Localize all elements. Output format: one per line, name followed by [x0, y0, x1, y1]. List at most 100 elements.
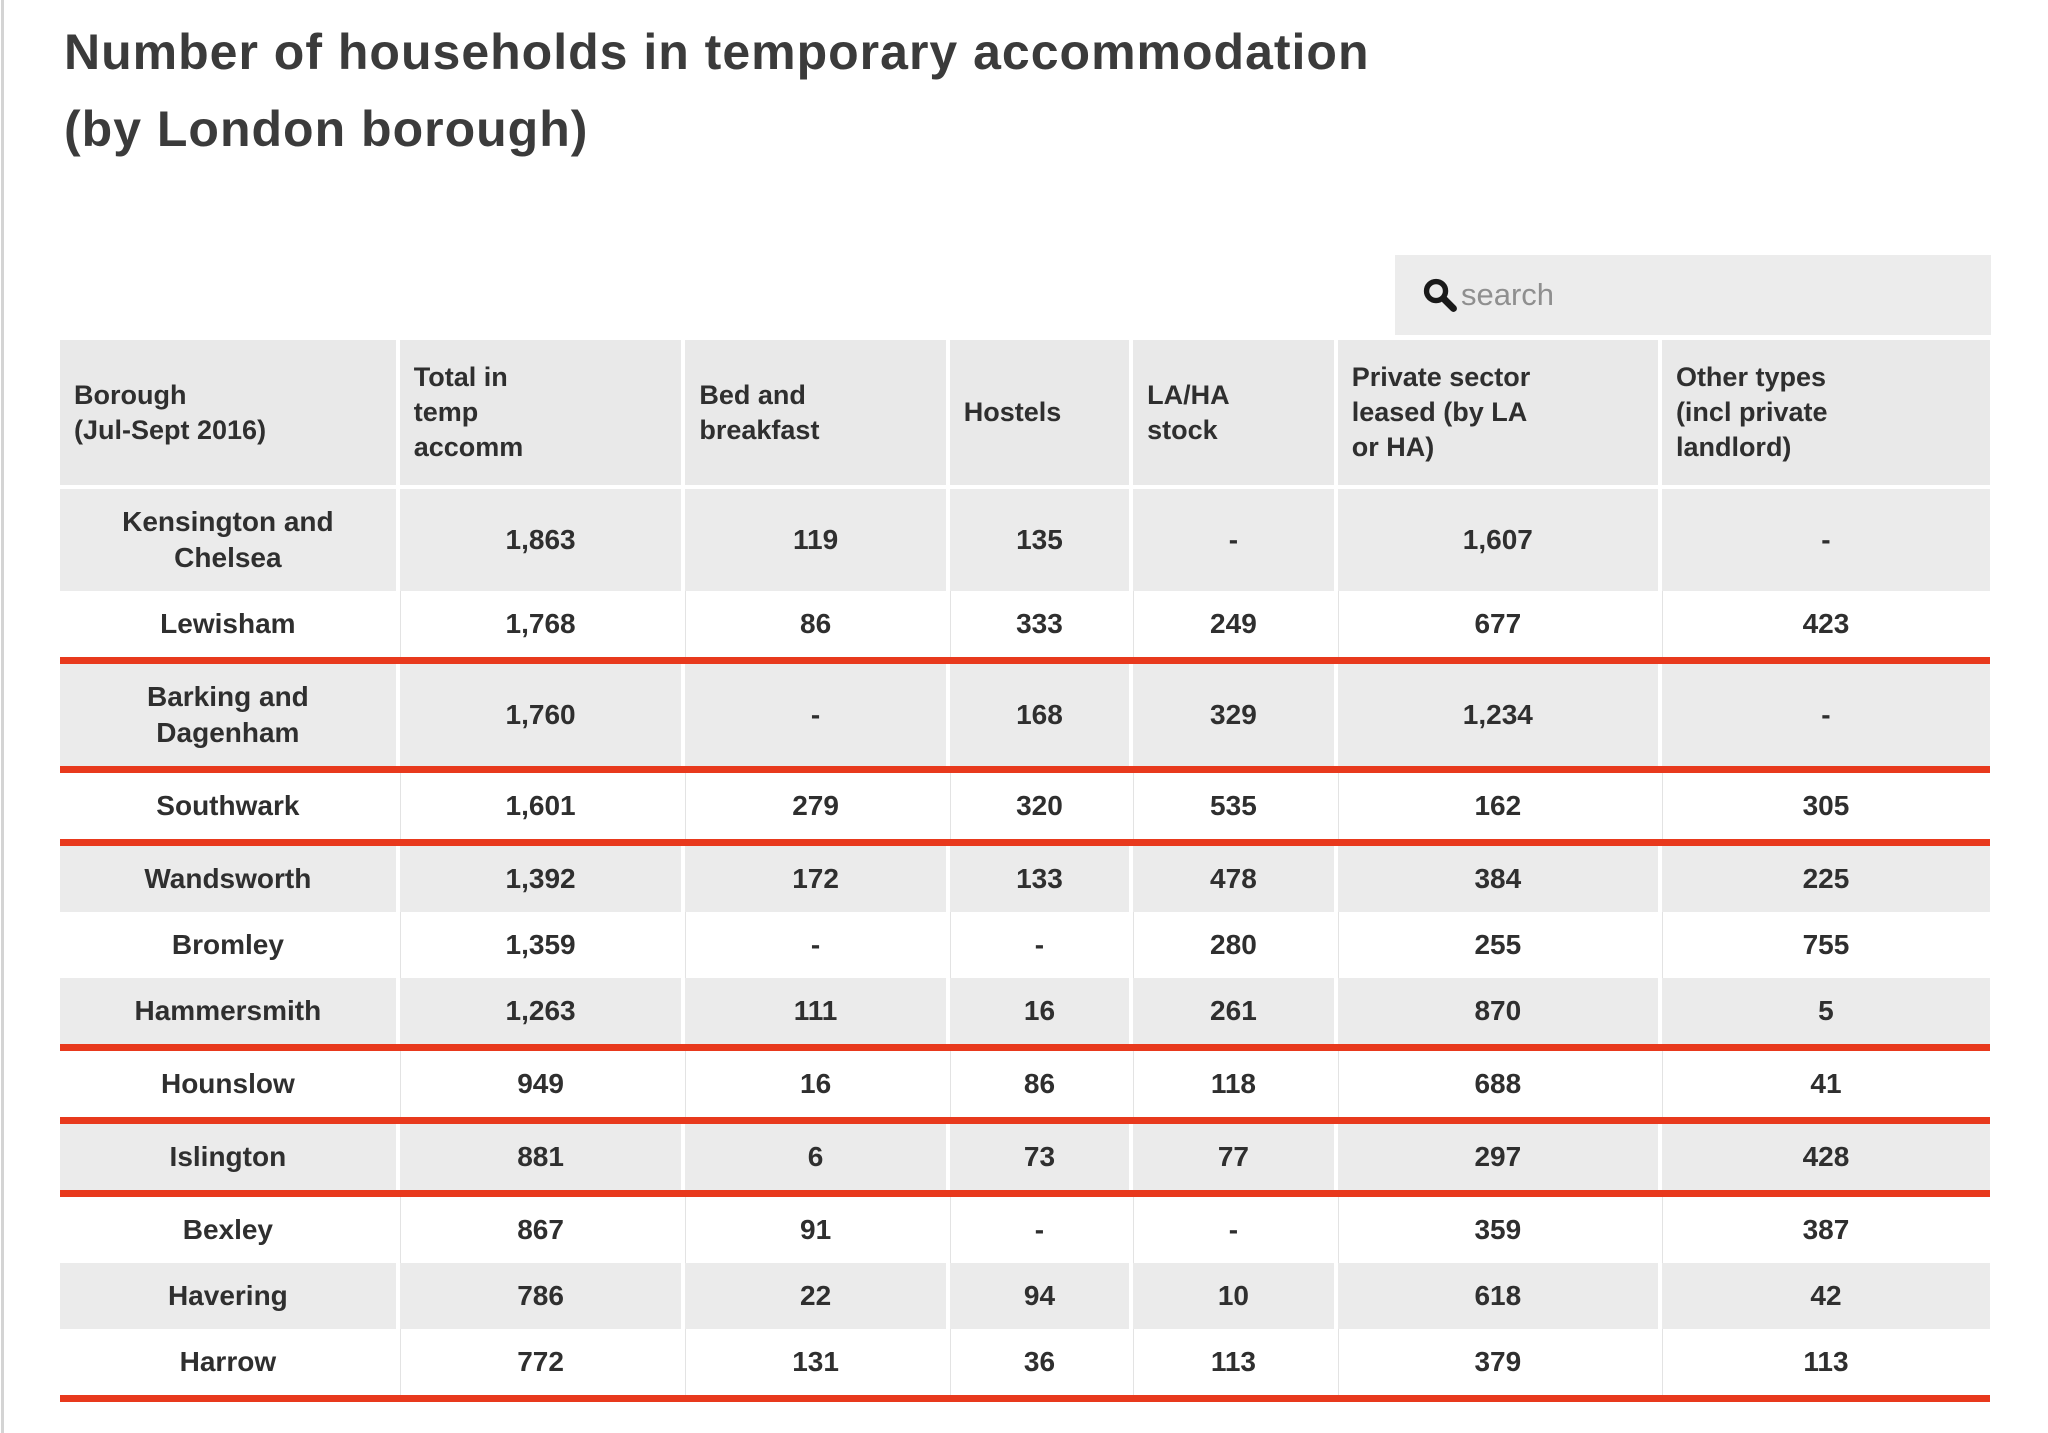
table-row: Lewisham 1,768 86 333 249 677 423: [60, 591, 1990, 664]
column-header: Private sector leased (by LA or HA): [1333, 340, 1660, 487]
value-cell: -: [1129, 1193, 1336, 1263]
borough-cell: Havering: [60, 1263, 398, 1329]
value-cell: 881: [395, 1120, 684, 1197]
value-cell: 1,359: [395, 912, 684, 978]
value-cell: 1,760: [395, 660, 684, 773]
column-header: LA/HA stock: [1129, 340, 1336, 487]
value-cell: 867: [395, 1193, 684, 1263]
value-cell: 5: [1657, 978, 1990, 1051]
value-cell: -: [1129, 485, 1336, 591]
value-cell: -: [945, 912, 1132, 978]
value-cell: 688: [1333, 1047, 1660, 1124]
value-cell: 6: [681, 1120, 948, 1197]
value-cell: 172: [681, 842, 948, 912]
value-cell: 329: [1129, 660, 1336, 773]
value-cell: 786: [395, 1263, 684, 1329]
value-cell: 22: [681, 1263, 948, 1329]
left-edge-line: [1, 0, 4, 1433]
value-cell: 1,607: [1333, 485, 1660, 591]
borough-cell: Bromley: [60, 912, 398, 978]
value-cell: 279: [681, 769, 948, 846]
value-cell: 535: [1129, 769, 1336, 846]
value-cell: -: [1657, 660, 1990, 773]
value-cell: 255: [1333, 912, 1660, 978]
page-title-line2: (by London borough): [64, 101, 589, 157]
value-cell: 305: [1657, 769, 1990, 846]
accommodation-table: Borough (Jul-Sept 2016) Total in temp acc…: [60, 340, 1990, 1402]
value-cell: 384: [1333, 842, 1660, 912]
borough-cell: Southwark: [60, 769, 398, 846]
value-cell: 359: [1333, 1193, 1660, 1263]
value-cell: 42: [1657, 1263, 1990, 1329]
value-cell: 73: [945, 1120, 1132, 1197]
value-cell: 772: [395, 1329, 684, 1402]
header-row: Borough (Jul-Sept 2016) Total in temp acc…: [60, 340, 1990, 487]
value-cell: 1,392: [395, 842, 684, 912]
value-cell: 1,234: [1333, 660, 1660, 773]
value-cell: 131: [681, 1329, 948, 1402]
value-cell: 86: [945, 1047, 1132, 1124]
value-cell: 1,263: [395, 978, 684, 1051]
value-cell: 423: [1657, 591, 1990, 664]
value-cell: 387: [1657, 1193, 1990, 1263]
value-cell: -: [945, 1193, 1132, 1263]
borough-cell: Barking and Dagenham: [60, 660, 398, 773]
value-cell: 755: [1657, 912, 1990, 978]
search-input[interactable]: [1459, 277, 1991, 313]
value-cell: 379: [1333, 1329, 1660, 1402]
value-cell: 113: [1657, 1329, 1990, 1402]
value-cell: 91: [681, 1193, 948, 1263]
value-cell: 36: [945, 1329, 1132, 1402]
borough-cell: Islington: [60, 1120, 398, 1197]
value-cell: 111: [681, 978, 948, 1051]
value-cell: 333: [945, 591, 1132, 664]
column-header: Borough (Jul-Sept 2016): [60, 340, 398, 487]
page-title: Number of households in temporary accomm…: [64, 14, 1370, 168]
data-table-region: Borough (Jul-Sept 2016) Total in temp acc…: [60, 340, 1990, 1402]
value-cell: 225: [1657, 842, 1990, 912]
table-row: Havering 786 22 94 10 618 42: [60, 1263, 1990, 1329]
column-header: Hostels: [945, 340, 1132, 487]
value-cell: 118: [1129, 1047, 1336, 1124]
value-cell: 320: [945, 769, 1132, 846]
value-cell: 113: [1129, 1329, 1336, 1402]
value-cell: 249: [1129, 591, 1336, 664]
table-row: Barking and Dagenham 1,760-168 329 1,234-: [60, 660, 1990, 773]
borough-cell: Harrow: [60, 1329, 398, 1402]
table-row: Bexley 867 91- -359 387: [60, 1193, 1990, 1263]
value-cell: -: [681, 660, 948, 773]
value-cell: 618: [1333, 1263, 1660, 1329]
value-cell: 677: [1333, 591, 1660, 664]
value-cell: 478: [1129, 842, 1336, 912]
search-box[interactable]: [1395, 255, 1991, 335]
table-row: Islington 881 6 73 77 297 428: [60, 1120, 1990, 1197]
value-cell: 168: [945, 660, 1132, 773]
value-cell: -: [1657, 485, 1990, 591]
value-cell: 16: [681, 1047, 948, 1124]
table-row: Harrow 772 131 36 113 379 113: [60, 1329, 1990, 1402]
table-row: Hounslow 949 16 86 118 688 41: [60, 1047, 1990, 1124]
table-row: Hammersmith 1,263 111 16 261 870 5: [60, 978, 1990, 1051]
table-row: Wandsworth 1,392 172 133 478 384 225: [60, 842, 1990, 912]
borough-cell: Hammersmith: [60, 978, 398, 1051]
value-cell: 77: [1129, 1120, 1336, 1197]
value-cell: 870: [1333, 978, 1660, 1051]
borough-cell: Hounslow: [60, 1047, 398, 1124]
value-cell: 10: [1129, 1263, 1336, 1329]
value-cell: 135: [945, 485, 1132, 591]
column-header: Other types (incl private landlord): [1657, 340, 1990, 487]
value-cell: 297: [1333, 1120, 1660, 1197]
search-icon: [1423, 278, 1457, 312]
column-header: Bed and breakfast: [681, 340, 948, 487]
borough-cell: Wandsworth: [60, 842, 398, 912]
value-cell: 162: [1333, 769, 1660, 846]
value-cell: 16: [945, 978, 1132, 1051]
column-header: Total in temp accomm: [395, 340, 684, 487]
value-cell: 41: [1657, 1047, 1990, 1124]
value-cell: -: [681, 912, 948, 978]
value-cell: 1,863: [395, 485, 684, 591]
value-cell: 86: [681, 591, 948, 664]
borough-cell: Bexley: [60, 1193, 398, 1263]
value-cell: 261: [1129, 978, 1336, 1051]
table-body: Kensington and Chelsea 1,863 119 135-1,607-…: [60, 485, 1990, 1402]
